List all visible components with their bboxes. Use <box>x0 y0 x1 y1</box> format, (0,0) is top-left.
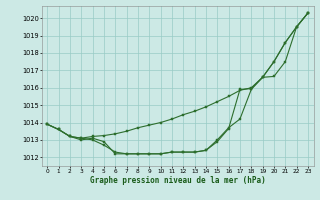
X-axis label: Graphe pression niveau de la mer (hPa): Graphe pression niveau de la mer (hPa) <box>90 176 266 185</box>
